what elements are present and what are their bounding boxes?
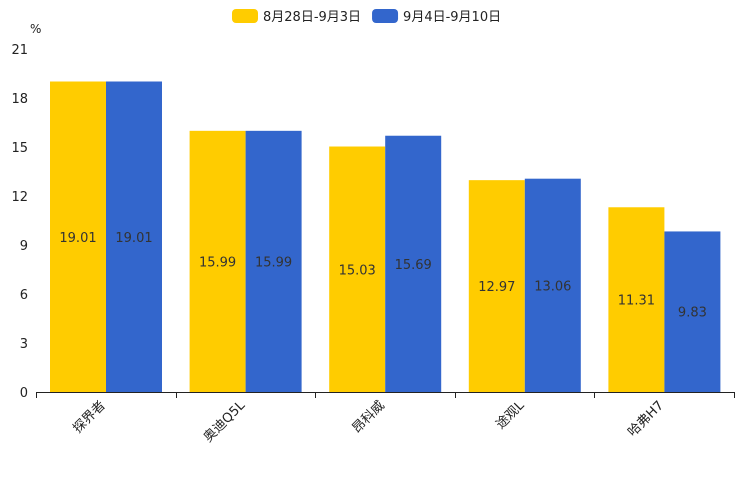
x-tick-label: 奥迪Q5L bbox=[201, 398, 249, 446]
data-label: 15.69 bbox=[395, 258, 432, 273]
bar bbox=[106, 81, 162, 393]
x-tick-label: 途观L bbox=[493, 397, 528, 432]
y-tick-label: 3 bbox=[20, 337, 28, 352]
x-tick-label: 探界者 bbox=[70, 398, 108, 436]
legend-label: 8月28日-9月3日 bbox=[263, 10, 361, 25]
y-axis: 0 3 6 9 12 15 18 21 bbox=[11, 43, 28, 401]
legend-swatch bbox=[232, 9, 258, 23]
bar bbox=[468, 180, 525, 392]
bar bbox=[524, 178, 581, 392]
legend: 8月28日-9月3日 9月4日-9月10日 bbox=[232, 9, 501, 25]
bar bbox=[189, 130, 246, 392]
data-label: 19.01 bbox=[115, 231, 152, 246]
data-label: 15.99 bbox=[199, 255, 236, 270]
bar bbox=[245, 130, 302, 392]
y-tick-label: 9 bbox=[20, 239, 28, 254]
bar bbox=[50, 81, 106, 393]
y-tick-label: 6 bbox=[20, 288, 28, 303]
y-tick-label: 21 bbox=[11, 43, 28, 58]
data-label: 9.83 bbox=[678, 306, 707, 321]
y-tick-label: 12 bbox=[11, 190, 28, 205]
data-label: 15.99 bbox=[255, 255, 292, 270]
x-tick-label: 哈弗H7 bbox=[625, 398, 667, 440]
data-label: 13.06 bbox=[534, 279, 571, 294]
data-label: 11.31 bbox=[618, 294, 655, 309]
y-tick-label: 0 bbox=[20, 386, 28, 401]
y-axis-unit: % bbox=[30, 22, 41, 36]
y-tick-label: 15 bbox=[11, 141, 28, 156]
bar bbox=[664, 231, 721, 392]
data-label: 12.97 bbox=[478, 280, 515, 295]
legend-label: 9月4日-9月10日 bbox=[403, 10, 501, 25]
bar bbox=[329, 146, 386, 392]
bar bbox=[608, 207, 665, 392]
bars: 19.01 19.01 15.99 15.99 15.03 15.69 12.97 13.06… bbox=[50, 81, 721, 393]
data-label: 15.03 bbox=[339, 263, 376, 278]
legend-swatch bbox=[372, 9, 399, 23]
data-label: 19.01 bbox=[59, 231, 96, 246]
x-tick-label: 昂科威 bbox=[350, 398, 388, 436]
bar bbox=[385, 135, 442, 393]
x-axis: 探界者 奥迪Q5L 昂科威 途观L 哈弗H7 bbox=[36, 392, 735, 445]
y-tick-label: 18 bbox=[11, 92, 28, 107]
